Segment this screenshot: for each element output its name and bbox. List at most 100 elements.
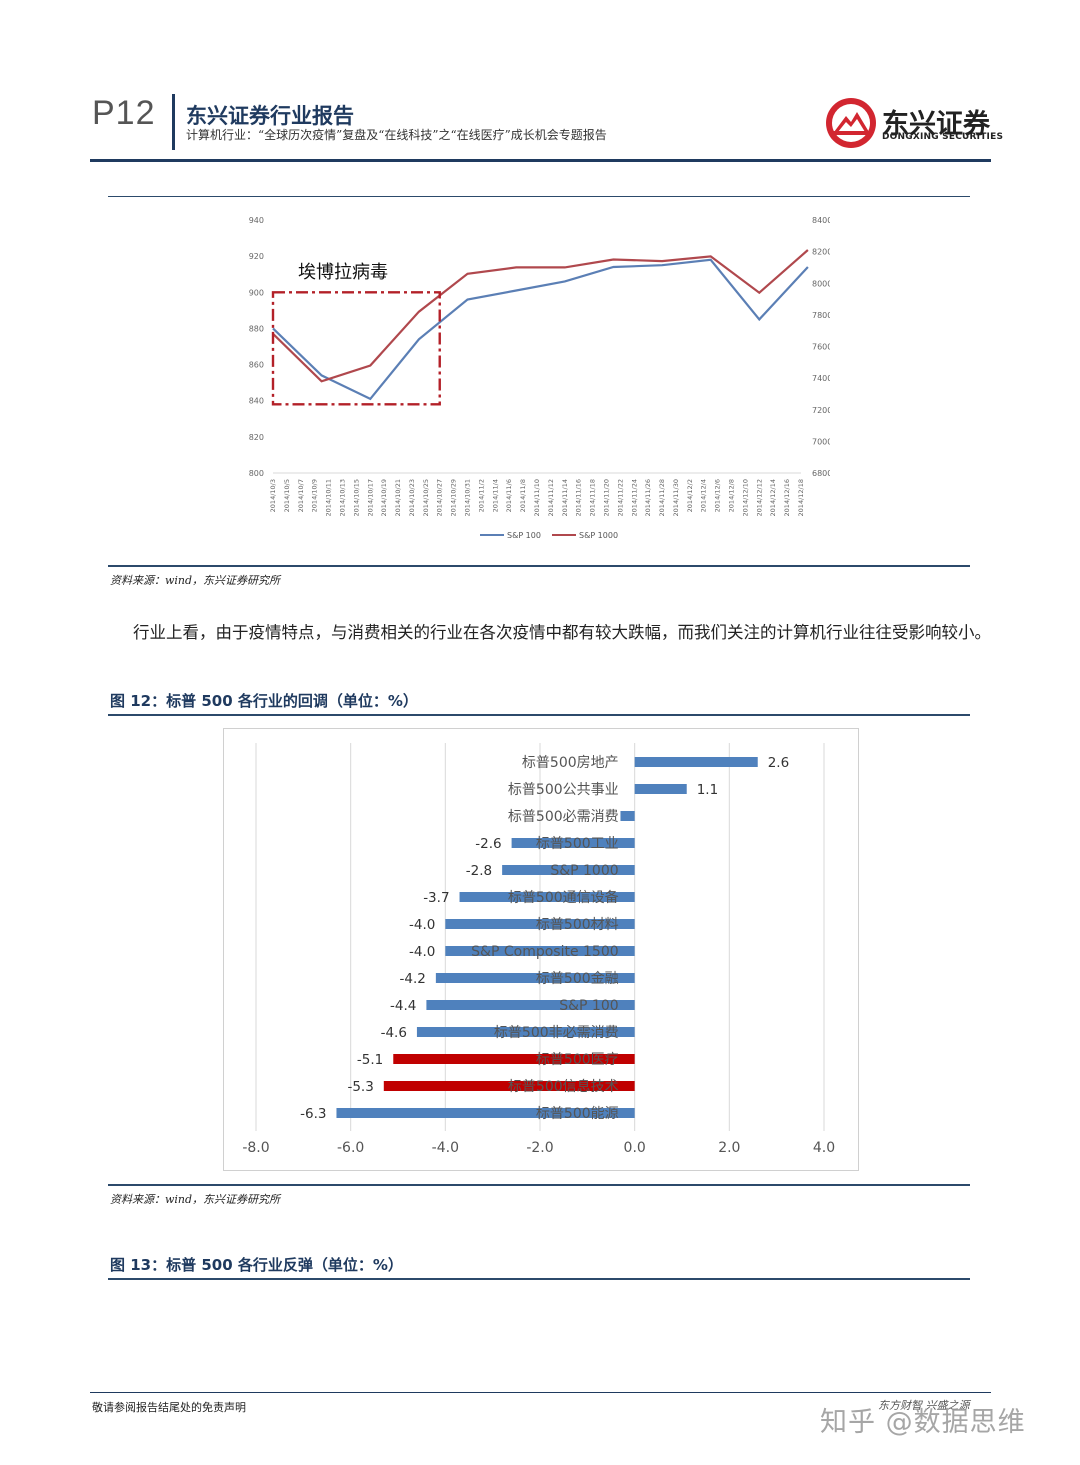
sp-line-chart: 800 820 840 860 880 900 920 940 6800 7000 7200 740… [249, 216, 830, 540]
value-label: 2.6 [768, 755, 789, 771]
x-tick-label: 2014/11/2 [477, 479, 485, 512]
left-axis-ticks: 800 820 840 860 880 900 920 940 [249, 216, 264, 478]
category-label: 标普500通信设备 [508, 889, 619, 906]
x-tick-label: 2014/10/13 [338, 479, 346, 516]
x-tick-label: 2014/10/5 [283, 479, 291, 512]
right-tick-label: 8400 [812, 216, 830, 225]
x-tick-label: 2014/10/15 [352, 479, 360, 516]
x-tick-label: 2014/12/4 [700, 479, 708, 512]
left-tick-label: 820 [249, 433, 264, 442]
right-tick-label: 7600 [812, 343, 830, 352]
category-label: S&P Composite 1500 [471, 944, 619, 960]
figure-top-bottom-rule [108, 565, 970, 567]
x-tick-label: 2014/12/18 [797, 479, 805, 516]
chart-legend: S&P 100 S&P 1000 [480, 531, 618, 540]
value-label: 1.1 [697, 782, 718, 798]
x-tick-label: 2014/12/14 [769, 479, 777, 516]
x-tick-label: 4.0 [813, 1140, 835, 1156]
value-label: -2.8 [466, 863, 492, 879]
category-label: 标普500材料 [536, 917, 619, 933]
value-label: -6.3 [300, 1106, 326, 1122]
x-tick-label: 2014/12/16 [783, 479, 791, 516]
category-label: 标普500非必需消费 [494, 1025, 619, 1041]
x-axis-ticks: -8.0 -6.0 -4.0 -2.0 0.0 2.0 4.0 [242, 1140, 835, 1156]
x-tick-label: 2014/10/27 [436, 479, 444, 516]
figure13-title: 图 13：标普 500 各行业反弹（单位：%） [110, 1256, 403, 1274]
ebola-highlight-box [271, 291, 441, 406]
left-tick-label: 880 [249, 324, 264, 333]
series-line-sp100 [272, 258, 809, 401]
category-label: 标普500房地产 [522, 755, 619, 771]
right-tick-label: 8000 [812, 279, 830, 288]
right-tick-label: 7800 [812, 311, 830, 320]
category-label: 标普500必需消费 [508, 809, 619, 825]
company-logo-icon [826, 98, 876, 148]
bar [393, 1054, 635, 1064]
watermark-text: 知乎 @数据思维 [820, 1407, 1026, 1438]
right-tick-label: 7400 [812, 374, 830, 383]
bar [435, 973, 635, 983]
left-tick-label: 840 [249, 397, 264, 406]
category-label: S&P 1000 [550, 863, 618, 879]
x-tick-label: 2014/11/28 [658, 479, 666, 516]
x-tick-label: -8.0 [242, 1140, 269, 1156]
report-subtitle: 计算机行业：“全球历次疫情”复盘及“在线科技”之“在线医疗”成长机会专题报告 [186, 128, 607, 142]
x-tick-label: 2014/10/9 [311, 479, 319, 512]
x-tick-label: 2014/11/8 [519, 479, 527, 512]
bar [336, 1108, 635, 1118]
footer-rule [90, 1392, 991, 1393]
page-number: P12 [92, 94, 156, 132]
right-tick-label: 6800 [812, 469, 830, 478]
category-label: 标普500医疗 [536, 1052, 619, 1068]
value-label: -2.6 [475, 836, 501, 852]
x-tick-label: 0.0 [624, 1140, 646, 1156]
left-tick-label: 940 [249, 216, 264, 225]
figure12-title: 图 12：标普 500 各行业的回调（单位：%） [110, 692, 418, 710]
figure12-frame [223, 728, 859, 1171]
x-tick-label: 2014/10/31 [464, 479, 472, 516]
x-tick-label: 2014/11/20 [602, 479, 610, 516]
bar [634, 757, 758, 767]
x-tick-label: 2014/10/11 [325, 479, 333, 516]
category-label: S&P 100 [559, 998, 618, 1014]
x-tick-label: 2014/12/8 [728, 479, 736, 512]
right-axis-ticks: 6800 7000 7200 7400 7600 7800 8000 8200 8400 [812, 216, 830, 478]
x-axis-ticks: 2014/10/3 2014/10/5 2014/10/7 2014/10/9 2014… [269, 479, 805, 516]
grid-lines [255, 743, 825, 1131]
x-tick-label: 2014/12/2 [686, 479, 694, 512]
figure-top-rule [108, 196, 970, 197]
value-label: -4.0 [409, 917, 435, 933]
left-tick-label: 920 [249, 252, 264, 261]
left-tick-label: 800 [249, 469, 264, 478]
report-title: 东兴证券行业报告 [186, 104, 354, 128]
x-tick-label: 2014/11/24 [630, 479, 638, 516]
bar [502, 865, 635, 875]
x-tick-label: -4.0 [432, 1140, 459, 1156]
value-label: -5.3 [347, 1079, 373, 1095]
series-line-sp1000 [272, 249, 809, 383]
value-label: -4.6 [381, 1025, 407, 1041]
figure13-title-rule [108, 1278, 970, 1280]
figure12-title-rule [108, 714, 970, 716]
ebola-annotation: 埃博拉病毒 [298, 262, 388, 283]
left-tick-label: 860 [249, 361, 264, 370]
x-tick-label: 2014/10/7 [297, 479, 305, 512]
x-tick-label: 2014/11/22 [616, 479, 624, 516]
bar [459, 892, 635, 902]
x-tick-label: -6.0 [337, 1140, 364, 1156]
figure12-bottom-rule [108, 1184, 970, 1186]
bar [634, 784, 687, 794]
x-tick-label: 2014/10/21 [394, 479, 402, 516]
x-tick-label: 2014/11/4 [491, 479, 499, 512]
x-tick-label: 2014/10/19 [380, 479, 388, 516]
footer-disclaimer: 敬请参阅报告结尾处的免责声明 [92, 1401, 246, 1414]
x-tick-label: 2014/11/14 [561, 479, 569, 516]
figure-top-source: 资料来源：wind，东兴证券研究所 [110, 574, 281, 587]
left-tick-label: 900 [249, 288, 264, 297]
x-tick-label: 2014/12/12 [755, 479, 763, 516]
bar [416, 1027, 635, 1037]
x-tick-label: 2014/10/23 [408, 479, 416, 516]
value-labels: 2.6 1.1 -2.6 -2.8 -3.7 -4.0 -4.0 -4.2 -4.4 -4.6 -5… [300, 755, 789, 1122]
category-label: 标普500信息技术 [508, 1078, 619, 1095]
